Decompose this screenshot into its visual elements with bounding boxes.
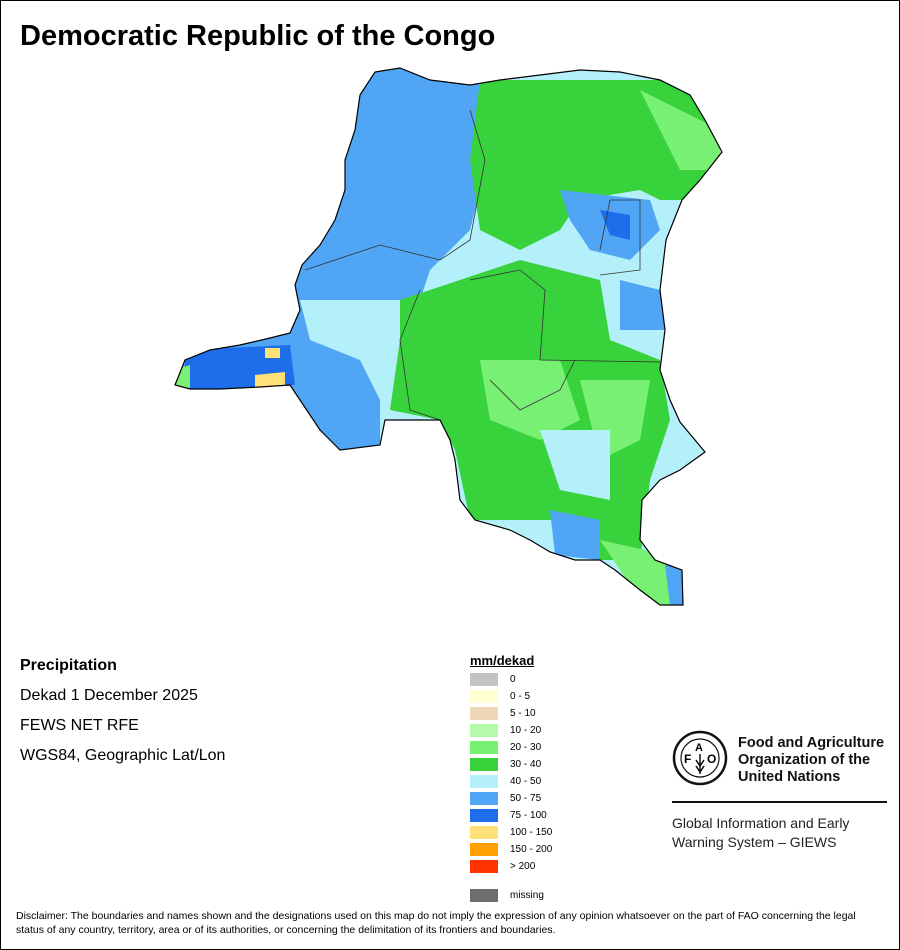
- org-line-1: Food and Agriculture: [738, 735, 885, 751]
- source-label: FEWS NET RFE: [20, 717, 139, 734]
- giews-line-2: Warning System – GIEWS: [672, 834, 837, 850]
- legend-label: 75 - 100: [510, 810, 547, 821]
- fao-org-name: Food and Agriculture Organization of the…: [738, 735, 884, 786]
- legend-label: 150 - 200: [510, 844, 553, 855]
- legend-label: 20 - 30: [510, 742, 542, 753]
- legend-item: 0: [470, 671, 552, 688]
- map-title: Democratic Republic of the Congo: [20, 20, 496, 52]
- legend-label: 5 - 10: [510, 708, 536, 719]
- fao-logo: F A O: [672, 730, 728, 786]
- legend-item: 30 - 40: [470, 756, 552, 773]
- legend-swatch: [470, 724, 498, 737]
- legend-item: 100 - 150: [470, 824, 552, 841]
- org-line-2: Organization of the: [738, 752, 871, 768]
- legend-label: missing: [510, 890, 544, 901]
- legend-swatch: [470, 860, 498, 873]
- giews-name: Global Information and Early Warning Sys…: [672, 814, 849, 852]
- legend-swatch: [470, 826, 498, 839]
- legend-item-missing: missing: [470, 887, 552, 904]
- divider: [672, 801, 887, 803]
- legend-label: 10 - 20: [510, 725, 542, 736]
- legend-item: 0 - 5: [470, 688, 552, 705]
- legend-item: 50 - 75: [470, 790, 552, 807]
- variable-label: Precipitation: [20, 657, 117, 674]
- legend-swatch: [470, 889, 498, 902]
- legend-item: 40 - 50: [470, 773, 552, 790]
- disclaimer: Disclaimer: The boundaries and names sho…: [16, 910, 856, 936]
- legend-swatch: [470, 690, 498, 703]
- legend-swatch: [470, 843, 498, 856]
- legend-swatch: [470, 758, 498, 771]
- legend-item: 75 - 100: [470, 807, 552, 824]
- svg-text:A: A: [695, 742, 703, 754]
- period-label: Dekad 1 December 2025: [20, 687, 198, 704]
- legend-label: 0: [510, 674, 516, 685]
- svg-text:F: F: [684, 752, 691, 766]
- legend-item: > 200: [470, 858, 552, 875]
- legend-item: 5 - 10: [470, 705, 552, 722]
- legend-swatch: [470, 775, 498, 788]
- legend-item: 150 - 200: [470, 841, 552, 858]
- rainfall-raster: [175, 68, 722, 605]
- legend-label: 0 - 5: [510, 691, 531, 702]
- projection-label: WGS84, Geographic Lat/Lon: [20, 747, 226, 764]
- province-boundaries: [304, 109, 661, 421]
- legend-label: 100 - 150: [510, 827, 553, 838]
- svg-text:O: O: [707, 752, 716, 766]
- legend-swatch: [470, 809, 498, 822]
- legend-title: mm/dekad: [470, 653, 535, 668]
- legend-label: 50 - 75: [510, 793, 542, 804]
- legend-item: 20 - 30: [470, 739, 552, 756]
- legend-swatch: [470, 741, 498, 754]
- legend-swatch: [470, 673, 498, 686]
- org-line-3: United Nations: [738, 769, 841, 785]
- legend-swatch: [470, 792, 498, 805]
- legend-label: 30 - 40: [510, 759, 542, 770]
- giews-line-1: Global Information and Early: [672, 815, 850, 831]
- legend-swatch: [470, 707, 498, 720]
- legend-label: 40 - 50: [510, 776, 542, 787]
- legend-label: > 200: [510, 861, 536, 872]
- legend: mm/dekad 0 0 - 5 5 - 10 10 - 20 20 - 30 30 - …: [470, 653, 552, 904]
- legend-item: 10 - 20: [470, 722, 552, 739]
